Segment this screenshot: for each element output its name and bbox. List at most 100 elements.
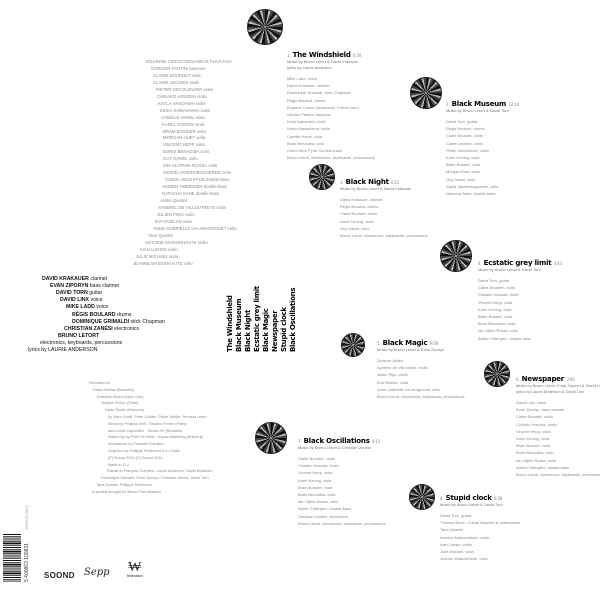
wb-mark-icon: ₩ bbox=[128, 559, 142, 575]
member-name: DOMINIQUE GRIMALDI bbox=[72, 318, 130, 325]
track-credits: David Torn, guitar Claire Bourdet, violin… bbox=[478, 277, 562, 342]
track-credit: Pieter Decolenaer, violin bbox=[446, 147, 490, 153]
track-composer: Music by Bruno Letort & David Torn bbox=[446, 108, 509, 113]
member-name: DAVID TORN bbox=[56, 290, 88, 297]
orchestra-member: EVA RUELAN viola bbox=[155, 218, 192, 224]
lineup-member: electronics, keyboards, percussions bbox=[40, 340, 122, 348]
track-credits: David Linx, voice Evan Ziporyn, bass clar… bbox=[516, 399, 600, 478]
track-credit: Guy Danel, cello bbox=[340, 225, 370, 231]
track-credit: Gordon Fantini, bassoon bbox=[287, 112, 331, 118]
track-credit: Bruno Letort, electronics, keyboards, pe… bbox=[298, 520, 386, 526]
track-credit: Adrien Tibergien, double-bass bbox=[298, 506, 352, 512]
track-credits: Claire Bourdet, violin Chikako Hosoda, vi… bbox=[298, 455, 386, 527]
vertical-track-title: Stupid clock bbox=[280, 307, 288, 352]
member-role: bass clarinet bbox=[89, 283, 119, 290]
orchestra-member: SIGRID VANDENBOGAERDE cello bbox=[163, 170, 231, 176]
production-line: (P) Soond 2023 (C) Soond 2024 bbox=[108, 455, 163, 460]
track-credit: Julie Michael, viola bbox=[440, 549, 474, 555]
lineup-member: BRUNO LETORT bbox=[58, 333, 99, 341]
member-name: DAVID KRAKAUER bbox=[42, 276, 89, 282]
track-credit: Bram Bossier, viola bbox=[446, 162, 481, 168]
track-credit: Bram Bossier, viola bbox=[478, 314, 513, 320]
track-credits: David Torn, guitar Thomas Bloch, Cristal … bbox=[440, 512, 520, 562]
production-line: Eastside Sound (New-York) bbox=[97, 394, 144, 399]
track-credit: Claire Bourdet, violin bbox=[516, 414, 553, 420]
track-duration: 4:11 bbox=[371, 439, 381, 444]
track-duration: 9:28 bbox=[493, 496, 503, 501]
track-title: 1. The Windshield 6:30 bbox=[287, 51, 375, 59]
track-name: The Windshield bbox=[292, 51, 351, 59]
track-credit: Karel Koning, viola bbox=[446, 155, 480, 161]
track-credit: Morgan Huet, viola bbox=[446, 169, 480, 175]
track-composer: Music by Bruno Letort & David Torn bbox=[440, 502, 503, 507]
track-name: Ecstatic grey limit bbox=[483, 259, 552, 267]
production-line: Thanks to François Schuiten, Laurie Ande… bbox=[106, 469, 214, 474]
track-credit: Claire Bourdet, violin bbox=[478, 285, 515, 291]
track-credit: Vincent Hepp, viola bbox=[478, 299, 513, 305]
track-credit: Tana Quartet bbox=[440, 527, 464, 533]
lineup-member: CHRISTIAN ZANÉSI electronics bbox=[64, 326, 139, 334]
track-number: 4. bbox=[478, 261, 482, 266]
track-composer: Music by Bruno Letort, Evan Ziporyn & Da… bbox=[516, 383, 600, 388]
track-duration: 12:14 bbox=[508, 102, 519, 107]
production-line: Recorded at bbox=[89, 381, 110, 385]
track-credit: Chikako Hosoda, violin bbox=[516, 421, 557, 427]
track-credit: Ian-Ofjinn Rossu, cello bbox=[478, 328, 519, 334]
track-credit: Claire Bourdet, violin bbox=[298, 456, 335, 461]
track-artwork-image bbox=[309, 164, 335, 190]
member-role: voice bbox=[96, 304, 109, 311]
orchestra-member: NATACHA SANE double-bass bbox=[162, 191, 220, 197]
track-credit: Guy Danel, cello bbox=[446, 176, 476, 182]
member-role: electronics bbox=[114, 325, 139, 332]
orchestra-member: Tana Quartet bbox=[148, 232, 173, 238]
track-credit: Bruno Letort, electronics, keyboards, pe… bbox=[287, 155, 375, 161]
vertical-tracklist: The Windshield Black Museum Black Night Ecs… bbox=[226, 286, 298, 352]
vertical-track-title: Black Magic bbox=[262, 308, 270, 352]
orchestra-member: KAYLA HAKUHSHI violin bbox=[158, 100, 206, 106]
production-line: Mastering by Pelle De Wein - Equal Maste… bbox=[108, 435, 204, 440]
track-credit: Boris Benadiba, cello bbox=[478, 321, 516, 327]
track-credit: Bruno Letort, electronics, keyboards, pe… bbox=[516, 472, 600, 478]
track-duration: 9:08 bbox=[429, 341, 438, 346]
track-name: Black Museum bbox=[451, 100, 507, 108]
member-role: voice bbox=[90, 297, 103, 304]
orchestra-member: JULIE MICHAEL viola bbox=[136, 253, 178, 259]
track-credit: Régis Boulard, drums bbox=[287, 97, 326, 103]
track-credit: David Linx, voice bbox=[516, 400, 547, 405]
track-credit: Bruno Letort, electronics, keyboards, pe… bbox=[340, 233, 428, 239]
track-credit: Sigrid Vandenbogaerde, cello bbox=[446, 183, 499, 189]
track-credit: Bojanne Cesco-Genameux, French horn bbox=[287, 104, 359, 110]
track-name: Stupid clock bbox=[445, 494, 492, 502]
track-credit: Eva Ruelan, viola bbox=[377, 379, 409, 385]
federation-logo: ₩ fédération bbox=[127, 560, 143, 578]
track-lyricist: lyrics by Laurie Anderson bbox=[287, 65, 332, 70]
track-title: 7. Black Oscillations 4:11 bbox=[298, 437, 386, 445]
member-name: RÉGIS BOULARD bbox=[72, 311, 116, 318]
orchestra-member: AYMERIC DE VILLOUTREYS violin bbox=[158, 204, 227, 210]
track-credit: Anne-Gabrielle Lia-Aragnouet, cello bbox=[377, 386, 441, 392]
track-credits: Quatuor Ardeo Aymeric de Villoutreys, vio… bbox=[377, 357, 465, 400]
track-title: 2. Black Museum 12:14 bbox=[446, 100, 519, 108]
track-number: 1. bbox=[287, 53, 291, 58]
track-block: 4. Ecstatic grey limit 3:43 Music by Brun… bbox=[478, 259, 562, 342]
member-name: DAVID LINX bbox=[60, 297, 90, 304]
track-credit: Régis Boulard, drums bbox=[446, 126, 485, 132]
track-number: 3. bbox=[340, 180, 344, 185]
member-role: guitar bbox=[89, 290, 103, 297]
track-credit: Ian-Ofjinn Rossu, cello bbox=[516, 457, 557, 463]
track-credit: Vincent Hepp, viola bbox=[516, 428, 551, 434]
production-line: Dominique Grimaldi, Evan Ziporyn, Christ… bbox=[101, 476, 210, 481]
orchestra-member: JEANNE MAISONHAUTE cello bbox=[133, 260, 193, 266]
lineup-member: lyrics by LAURIE ANDERSON bbox=[28, 347, 97, 355]
track-credits: Mike Ladd, voice David Krakauer, clarinet… bbox=[287, 75, 375, 161]
sepp-logo: Sepp bbox=[84, 567, 110, 578]
vertical-track-title: Black Night bbox=[244, 310, 252, 352]
track-title: 4. Ecstatic grey limit 3:43 bbox=[478, 259, 562, 267]
track-composer: Music by Bruno Letort & David Krakauer bbox=[287, 59, 359, 64]
production-line: Made in E.U. bbox=[108, 462, 130, 467]
track-artwork-image bbox=[484, 361, 510, 387]
track-credit: Karel Koning, viola bbox=[298, 477, 332, 483]
track-credit: Adrien Tibergien, double-bass bbox=[478, 335, 532, 341]
orchestra-member: IAN-OLOFINN ROSSU cello bbox=[163, 163, 218, 169]
track-credit: Keiko Kawashima, violin bbox=[287, 126, 331, 132]
